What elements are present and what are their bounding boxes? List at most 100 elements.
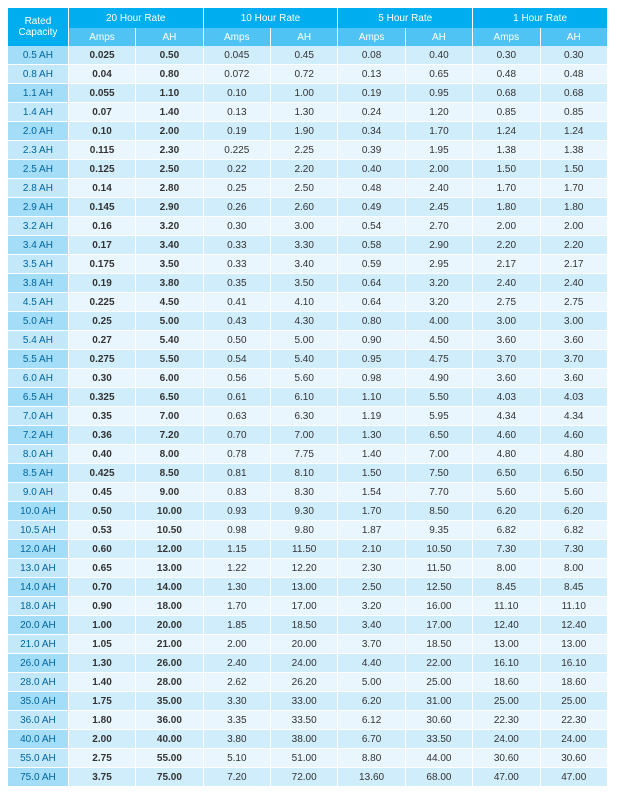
cell-value: 2.60	[270, 198, 337, 217]
header-sub: AH	[405, 28, 472, 46]
cell-value: 6.30	[270, 407, 337, 426]
cell-value: 1.30	[203, 578, 270, 597]
cell-value: 0.65	[405, 65, 472, 84]
cell-value: 1.90	[270, 122, 337, 141]
cell-value: 30.60	[405, 711, 472, 730]
cell-value: 1.22	[203, 559, 270, 578]
cell-value: 12.50	[405, 578, 472, 597]
cell-value: 18.50	[270, 616, 337, 635]
cell-value: 1.00	[270, 84, 337, 103]
cell-capacity: 3.5 AH	[8, 255, 68, 274]
cell-value: 0.64	[338, 274, 405, 293]
cell-capacity: 13.0 AH	[8, 559, 68, 578]
cell-capacity: 7.0 AH	[8, 407, 68, 426]
cell-capacity: 10.5 AH	[8, 521, 68, 540]
header-row-groups: Rated Capacity 20 Hour Rate 10 Hour Rate…	[8, 8, 608, 28]
cell-value: 22.30	[540, 711, 607, 730]
cell-value: 1.38	[540, 141, 607, 160]
cell-value: 6.50	[473, 464, 540, 483]
cell-value: 0.08	[338, 46, 405, 65]
cell-value: 0.83	[203, 483, 270, 502]
cell-value: 0.10	[203, 84, 270, 103]
cell-value: 5.95	[405, 407, 472, 426]
cell-value: 7.00	[270, 426, 337, 445]
cell-value: 9.80	[270, 521, 337, 540]
table-row: 6.0 AH0.306.000.565.600.984.903.603.60	[8, 369, 608, 388]
cell-value: 7.50	[405, 464, 472, 483]
cell-value: 2.40	[405, 179, 472, 198]
cell-value: 0.93	[203, 502, 270, 521]
cell-value: 1.70	[203, 597, 270, 616]
cell-value: 0.13	[203, 103, 270, 122]
cell-value: 35.00	[136, 692, 203, 711]
cell-value: 17.00	[270, 597, 337, 616]
cell-value: 0.13	[338, 65, 405, 84]
cell-value: 8.50	[405, 502, 472, 521]
cell-value: 2.25	[270, 141, 337, 160]
cell-value: 3.40	[338, 616, 405, 635]
cell-value: 6.50	[405, 426, 472, 445]
cell-value: 0.59	[338, 255, 405, 274]
cell-value: 1.24	[540, 122, 607, 141]
table-row: 35.0 AH1.7535.003.3033.006.2031.0025.002…	[8, 692, 608, 711]
cell-value: 3.20	[338, 597, 405, 616]
cell-value: 0.35	[68, 407, 135, 426]
cell-value: 3.70	[540, 350, 607, 369]
cell-value: 3.30	[270, 236, 337, 255]
table-row: 2.3 AH0.1152.300.2252.250.391.951.381.38	[8, 141, 608, 160]
cell-capacity: 40.0 AH	[8, 730, 68, 749]
header-sub: AH	[136, 28, 203, 46]
cell-value: 6.82	[473, 521, 540, 540]
cell-value: 0.70	[68, 578, 135, 597]
cell-value: 40.00	[136, 730, 203, 749]
cell-value: 0.45	[270, 46, 337, 65]
cell-value: 1.85	[203, 616, 270, 635]
cell-value: 1.75	[68, 692, 135, 711]
cell-value: 0.90	[68, 597, 135, 616]
cell-value: 12.20	[270, 559, 337, 578]
cell-value: 7.00	[405, 445, 472, 464]
cell-value: 6.50	[136, 388, 203, 407]
cell-value: 5.10	[203, 749, 270, 768]
cell-value: 8.80	[338, 749, 405, 768]
cell-value: 8.00	[136, 445, 203, 464]
header-group-1h: 1 Hour Rate	[473, 8, 608, 28]
cell-capacity: 1.1 AH	[8, 84, 68, 103]
cell-value: 2.20	[270, 160, 337, 179]
cell-value: 5.00	[136, 312, 203, 331]
cell-value: 30.60	[473, 749, 540, 768]
cell-value: 2.62	[203, 673, 270, 692]
cell-value: 13.60	[338, 768, 405, 787]
cell-value: 7.30	[473, 540, 540, 559]
cell-capacity: 5.4 AH	[8, 331, 68, 350]
cell-value: 51.00	[270, 749, 337, 768]
cell-value: 2.10	[338, 540, 405, 559]
table-row: 55.0 AH2.7555.005.1051.008.8044.0030.603…	[8, 749, 608, 768]
cell-value: 4.03	[473, 388, 540, 407]
cell-value: 0.24	[338, 103, 405, 122]
cell-value: 0.80	[136, 65, 203, 84]
cell-value: 0.36	[68, 426, 135, 445]
cell-value: 0.07	[68, 103, 135, 122]
cell-value: 18.60	[540, 673, 607, 692]
table-row: 26.0 AH1.3026.002.4024.004.4022.0016.101…	[8, 654, 608, 673]
cell-value: 0.54	[203, 350, 270, 369]
cell-value: 2.00	[540, 217, 607, 236]
cell-value: 1.54	[338, 483, 405, 502]
cell-value: 36.00	[136, 711, 203, 730]
cell-value: 5.60	[473, 483, 540, 502]
cell-value: 0.63	[203, 407, 270, 426]
cell-value: 11.50	[405, 559, 472, 578]
cell-value: 0.14	[68, 179, 135, 198]
cell-value: 6.20	[473, 502, 540, 521]
cell-value: 2.30	[136, 141, 203, 160]
cell-value: 0.56	[203, 369, 270, 388]
cell-value: 8.30	[270, 483, 337, 502]
cell-value: 12.40	[540, 616, 607, 635]
table-row: 3.5 AH0.1753.500.333.400.592.952.172.17	[8, 255, 608, 274]
cell-value: 2.50	[338, 578, 405, 597]
cell-capacity: 4.5 AH	[8, 293, 68, 312]
cell-value: 0.85	[540, 103, 607, 122]
cell-value: 0.19	[203, 122, 270, 141]
cell-value: 6.82	[540, 521, 607, 540]
